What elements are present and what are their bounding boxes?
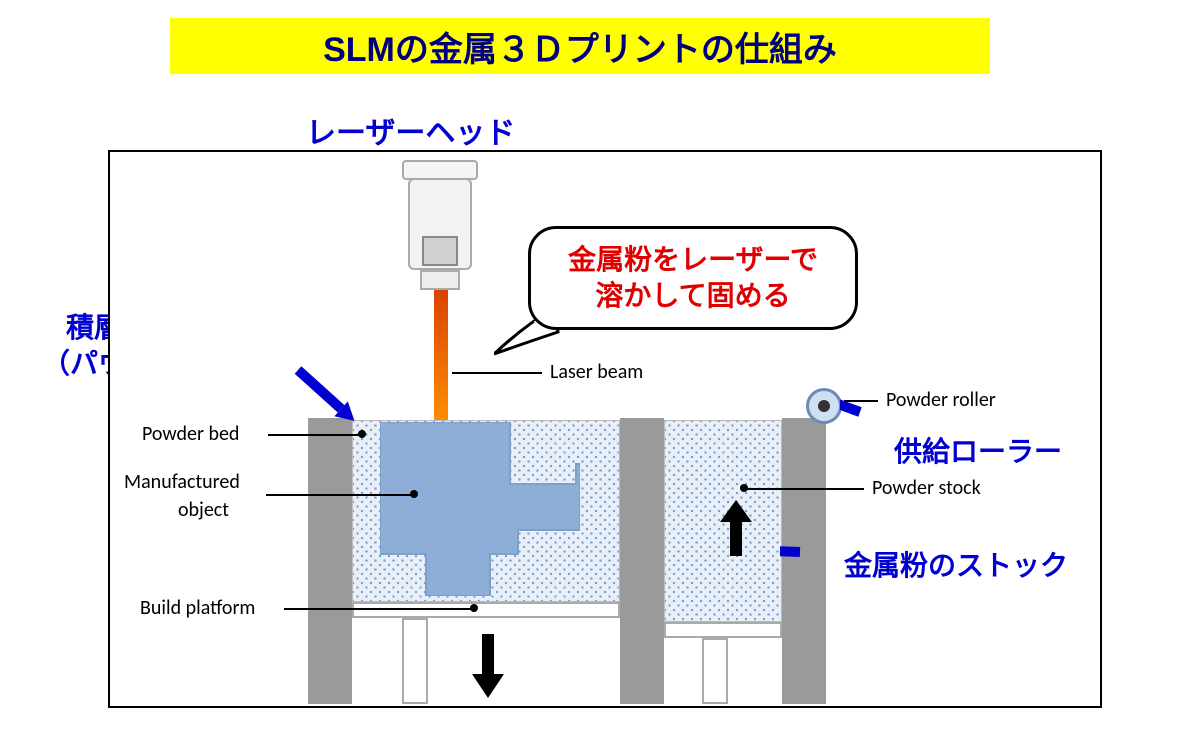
piston-left (402, 618, 428, 704)
dot-build-platform-icon (470, 604, 478, 612)
arrow-down-icon (472, 634, 504, 698)
wall-mid (620, 418, 664, 704)
blue-arrow-roller-icon (840, 392, 910, 452)
piston-right (702, 638, 728, 704)
leader-powder-stock (744, 488, 864, 490)
leader-build-platform (284, 608, 474, 610)
dot-manufactured-icon (410, 490, 418, 498)
jlabel-laser-head: レーザーヘッド (306, 108, 515, 152)
label-manufactured-2: object (178, 498, 229, 522)
title-text: SLMの金属３Ｄプリントの仕組み (323, 22, 837, 71)
build-plate-right (664, 622, 782, 638)
blue-arrow-powder-bed-icon (278, 350, 388, 450)
jlabel-stock: 金属粉のストック (844, 544, 1068, 584)
leader-manufactured (266, 494, 414, 496)
label-laser-beam: Laser beam (550, 360, 643, 384)
label-build-platform: Build platform (140, 596, 255, 620)
diagram-frame: Laser beam Powder bed Manufactured objec… (108, 150, 1102, 708)
laser-head-cap (402, 160, 478, 180)
label-powder-bed: Powder bed (142, 422, 239, 446)
speech-bubble: 金属粉をレーザーで 溶かして固める (528, 226, 858, 330)
label-manufactured-1: Manufactured (124, 470, 240, 494)
build-plate-left (352, 602, 620, 618)
laser-beam (434, 290, 448, 420)
label-powder-stock: Powder stock (872, 476, 981, 500)
arrow-up-icon (720, 500, 752, 556)
laser-head-lens (422, 236, 458, 266)
dot-powder-stock-icon (740, 484, 748, 492)
leader-laser-beam (452, 372, 542, 374)
wall-left (308, 418, 352, 704)
jlabel-roller: 供給ローラー (894, 430, 1062, 470)
speech-line-2: 溶かして固める (568, 278, 818, 314)
speech-line-1: 金属粉をレーザーで (568, 242, 818, 278)
laser-head-nozzle (420, 270, 460, 290)
blue-arrow-stock-icon (780, 532, 870, 582)
manufactured-object (380, 422, 580, 596)
powder-roller-inner (818, 400, 830, 412)
title-bar: SLMの金属３Ｄプリントの仕組み (170, 18, 990, 74)
